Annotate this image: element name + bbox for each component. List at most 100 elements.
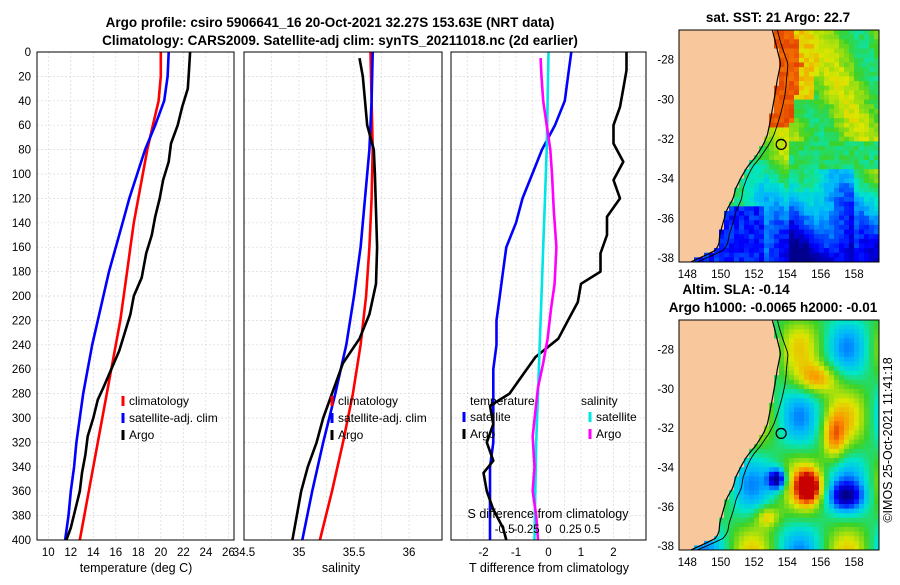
map-cell: [784, 416, 790, 422]
map-cell: [874, 499, 880, 505]
map-cell: [859, 187, 865, 193]
map-cell: [814, 210, 820, 216]
map-cell: [759, 444, 765, 450]
map-cell: [874, 104, 880, 110]
map-cell: [774, 48, 780, 54]
map-cell: [794, 146, 800, 152]
map-cell: [874, 238, 880, 244]
map-cell: [734, 513, 740, 519]
map-cell: [814, 412, 820, 417]
map-cell: [784, 90, 790, 96]
map-cell: [789, 545, 795, 551]
map-cell: [714, 132, 720, 138]
map-cell: [814, 113, 820, 119]
map-cell: [814, 43, 820, 49]
map-cell: [714, 343, 720, 348]
map-cell: [764, 425, 770, 431]
map-cell: [854, 430, 860, 436]
map-cell: [749, 366, 755, 371]
map-cell: [764, 159, 770, 165]
map-cell: [749, 34, 755, 40]
map-cell: [734, 257, 740, 263]
map-cell: [834, 169, 840, 175]
map-cell: [709, 453, 715, 459]
map-cell: [724, 467, 730, 473]
map-cell: [709, 159, 715, 165]
map-cell: [719, 48, 725, 54]
map-cell: [679, 389, 685, 394]
map-cell: [834, 347, 840, 353]
map-cell: [749, 99, 755, 105]
map-cell: [699, 39, 705, 45]
map-cell: [759, 352, 765, 358]
map-cell: [799, 81, 805, 87]
map-cell: [849, 499, 855, 505]
map-cell: [724, 164, 730, 170]
map-cell: [854, 389, 860, 394]
map-cell: [804, 329, 810, 335]
map-cell: [784, 545, 790, 551]
map-cell: [829, 435, 835, 440]
map-cell: [739, 71, 745, 77]
map-cell: [784, 504, 790, 509]
map-cell: [769, 448, 775, 454]
map-cell: [744, 39, 750, 45]
map-cell: [824, 467, 830, 473]
map-cell: [844, 183, 850, 189]
map-cell: [774, 329, 780, 335]
map-cell: [799, 531, 805, 537]
map-cell: [724, 248, 730, 254]
map-cell: [784, 229, 790, 235]
map-cell: [744, 430, 750, 436]
map-cell: [819, 430, 825, 436]
map-cell: [834, 366, 840, 371]
map-cell: [804, 201, 810, 207]
map-cell: [724, 430, 730, 436]
map-cell: [764, 178, 770, 184]
map-cell: [789, 435, 795, 440]
map-cell: [859, 416, 865, 422]
map-cell: [684, 458, 690, 463]
map-cell: [684, 462, 690, 468]
map-cell: [714, 248, 720, 254]
map-cell: [869, 187, 875, 193]
map-cell: [709, 238, 715, 244]
map-cell: [849, 407, 855, 413]
map-cell: [849, 522, 855, 528]
lat-tick-label: -32: [657, 423, 674, 435]
map-cell: [774, 192, 780, 198]
map-cell: [839, 393, 845, 399]
map-cell: [724, 338, 730, 344]
map-cell: [799, 375, 805, 381]
map-cell: [774, 67, 780, 73]
map-cell: [749, 71, 755, 77]
map-cell: [709, 197, 715, 203]
map-cell: [829, 366, 835, 371]
map-cell: [799, 439, 805, 445]
map-cell: [729, 39, 735, 45]
depth-tick-label: 340: [12, 462, 31, 474]
map-cell: [754, 338, 760, 344]
map-cell: [769, 356, 775, 362]
map-cell: [809, 527, 815, 532]
map-cell: [784, 458, 790, 463]
map-cell: [759, 393, 765, 399]
map-cell: [729, 393, 735, 399]
map-cell: [869, 127, 875, 133]
map-cell: [784, 448, 790, 454]
map-cell: [749, 540, 755, 546]
map-cell: [689, 407, 695, 413]
map-cell: [704, 178, 710, 184]
map-cell: [814, 173, 820, 179]
map-cell: [769, 324, 775, 330]
map-cell: [759, 540, 765, 546]
map-cell: [694, 361, 700, 367]
map-cell: [854, 81, 860, 87]
map-cell: [874, 178, 880, 184]
map-cell: [699, 476, 705, 482]
map-cell: [689, 252, 695, 258]
map-cell: [834, 76, 840, 82]
map-cell: [839, 508, 845, 514]
map-cell: [684, 257, 690, 263]
map-cell: [804, 384, 810, 390]
